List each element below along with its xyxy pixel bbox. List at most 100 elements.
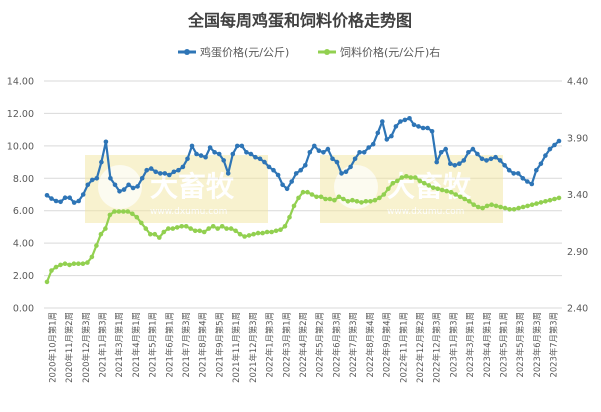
data-point xyxy=(466,150,471,155)
data-point xyxy=(318,194,324,200)
data-point xyxy=(230,151,236,157)
data-point xyxy=(471,202,477,207)
data-point xyxy=(429,129,435,134)
data-point xyxy=(461,158,467,163)
data-point xyxy=(462,196,468,202)
data-point xyxy=(552,142,557,148)
data-point xyxy=(529,202,535,207)
left-tick-label: 4.00 xyxy=(13,239,34,250)
data-point xyxy=(402,117,408,123)
x-axis: 2020年10月第1周 2020年11月第2周 2020年12月第3周 2021年1月… xyxy=(47,312,558,383)
data-point xyxy=(201,229,207,235)
data-point xyxy=(207,145,213,150)
data-point xyxy=(399,175,405,180)
data-point xyxy=(58,262,63,268)
data-point xyxy=(359,200,364,205)
data-point xyxy=(411,122,417,128)
data-point xyxy=(466,199,472,204)
left-tick-label: 10.00 xyxy=(7,141,34,152)
data-point xyxy=(345,199,351,204)
data-point xyxy=(192,228,198,234)
chart-title: 全国每周鸡蛋和饲料价格走势图 xyxy=(187,11,412,30)
left-tick-label: 8.00 xyxy=(13,174,34,185)
data-point xyxy=(370,141,376,147)
data-point xyxy=(44,193,50,198)
data-point xyxy=(321,150,326,155)
data-point xyxy=(139,176,145,181)
x-tick-label: 2022年12月第3周 xyxy=(432,312,442,383)
data-point xyxy=(130,211,135,217)
watermark-url-left: www.dxumu.com xyxy=(150,207,227,217)
data-point xyxy=(520,176,526,181)
x-tick-label: 2022年11月第1周 xyxy=(398,312,408,383)
data-point xyxy=(323,196,328,202)
data-point xyxy=(375,130,381,136)
data-point xyxy=(152,231,158,237)
x-tick-label: 2023年5月第1周 xyxy=(499,312,509,377)
x-tick-label: 2020年10月第1周 xyxy=(47,312,57,383)
watermark-url-right: www.dxumu.com xyxy=(387,207,464,217)
data-point xyxy=(408,175,414,180)
x-tick-label: 2022年1月第3周 xyxy=(265,312,275,377)
data-point xyxy=(416,124,421,129)
data-point xyxy=(53,198,59,204)
data-point xyxy=(389,133,394,139)
data-point xyxy=(194,151,199,157)
data-point xyxy=(439,187,445,193)
data-point xyxy=(457,194,463,200)
data-point xyxy=(354,199,360,204)
data-point xyxy=(361,150,367,155)
data-point xyxy=(206,226,211,231)
data-point xyxy=(179,224,184,229)
data-point xyxy=(448,189,454,195)
x-tick-label: 2021年8月第4周 xyxy=(198,312,208,377)
data-point xyxy=(185,156,190,162)
data-point xyxy=(425,125,430,131)
data-point xyxy=(484,203,490,209)
data-point xyxy=(381,192,387,197)
series-0 xyxy=(44,116,562,205)
data-point xyxy=(148,166,154,171)
x-tick-label: 2021年3月第1周 xyxy=(114,312,124,377)
data-point xyxy=(244,150,249,155)
x-tick-label: 2023年6月第3周 xyxy=(532,312,542,377)
data-point xyxy=(516,205,521,211)
data-point xyxy=(239,143,245,149)
data-point xyxy=(85,260,90,265)
data-point xyxy=(498,204,503,210)
data-point xyxy=(116,209,122,214)
data-point xyxy=(506,167,512,173)
watermark-brand-left: 大畜牧 xyxy=(150,170,235,203)
x-tick-label: 2021年12月第3周 xyxy=(248,312,258,383)
data-point xyxy=(171,169,177,175)
right-tick-label: 3.90 xyxy=(567,133,588,144)
data-point xyxy=(126,182,131,188)
x-tick-label: 2023年7月第3周 xyxy=(549,312,559,377)
data-point xyxy=(363,199,369,204)
data-point xyxy=(407,116,412,121)
data-point xyxy=(336,194,342,200)
x-tick-label: 2022年6月第3周 xyxy=(331,312,341,377)
data-point xyxy=(80,261,86,267)
data-point xyxy=(314,194,319,200)
legend-feed-marker xyxy=(324,49,330,55)
data-point xyxy=(339,171,344,176)
data-point xyxy=(393,124,399,129)
x-tick-label: 2023年1月第3周 xyxy=(448,312,458,377)
data-point xyxy=(332,197,337,203)
data-point xyxy=(62,261,68,267)
data-point xyxy=(237,231,243,237)
data-point xyxy=(368,199,373,204)
data-point xyxy=(434,159,440,165)
data-point xyxy=(309,192,315,197)
watermark-logo-icon-left xyxy=(98,165,142,209)
data-point xyxy=(235,143,240,149)
data-point xyxy=(89,254,95,260)
data-point xyxy=(552,196,557,202)
left-tick-label: 0.00 xyxy=(13,304,34,315)
data-point xyxy=(343,169,349,175)
data-point xyxy=(289,179,295,184)
data-point xyxy=(162,171,168,176)
data-point xyxy=(534,201,539,206)
